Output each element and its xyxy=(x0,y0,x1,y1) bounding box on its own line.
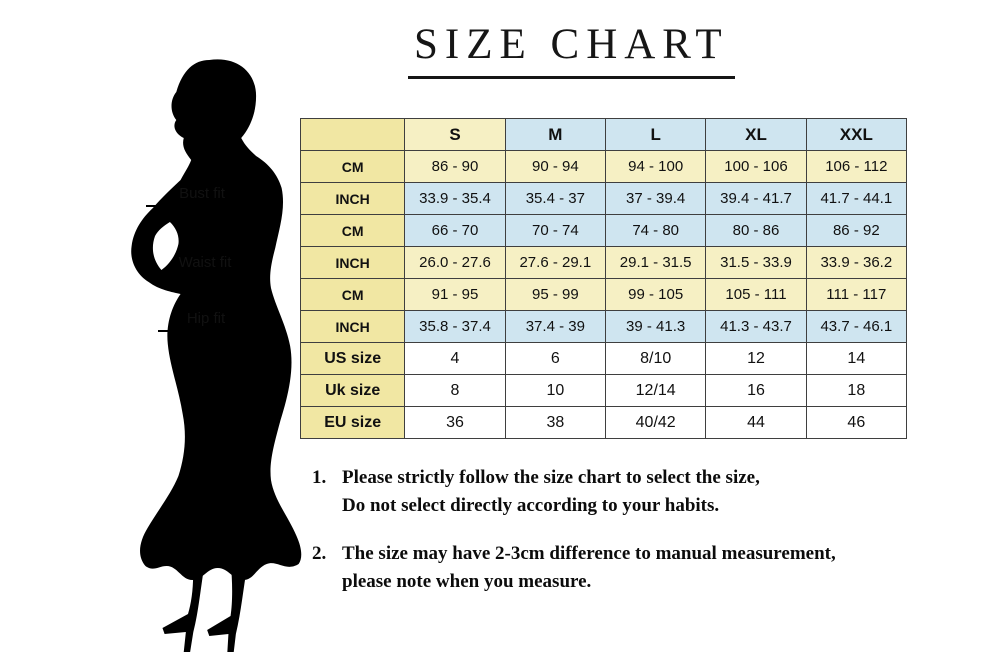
row-label-waist-inch: INCH xyxy=(299,246,406,279)
size-value-cell: 70 - 74 xyxy=(504,214,607,247)
size-value-cell: 16 xyxy=(705,374,807,407)
table-row: Uk size 8 10 12/14 16 18 xyxy=(299,374,908,407)
size-value-cell: 8 xyxy=(404,374,506,407)
table-row: US size 4 6 8/10 12 14 xyxy=(299,342,908,375)
row-label-us-size: US size xyxy=(299,342,406,375)
size-value-cell: 99 - 105 xyxy=(604,278,707,311)
size-value-cell: 37 - 39.4 xyxy=(604,182,707,215)
table-header-row: S M L XL XXL xyxy=(299,118,908,151)
silhouette-back-leg xyxy=(207,562,248,652)
table-row: INCH 33.9 - 35.4 35.4 - 37 37 - 39.4 39.… xyxy=(299,182,908,215)
row-label-bust-cm: CM xyxy=(299,150,406,183)
size-value-cell: 31.5 - 33.9 xyxy=(705,246,807,279)
size-value-cell: 105 - 111 xyxy=(705,278,807,311)
size-value-cell: 86 - 90 xyxy=(404,150,506,183)
waist-fit-label: Waist fit xyxy=(152,252,258,276)
note-2-line-2: please note when you measure. xyxy=(342,571,592,592)
size-value-cell: 33.9 - 36.2 xyxy=(805,246,908,279)
size-value-cell: 106 - 112 xyxy=(805,150,908,183)
note-1-text: Please strictly follow the size chart to… xyxy=(342,464,984,520)
size-value-cell: 27.6 - 29.1 xyxy=(504,246,607,279)
size-value-cell: 12/14 xyxy=(604,374,707,407)
note-1-line-2: Do not select directly according to your… xyxy=(342,495,720,516)
size-value-cell: 35.4 - 37 xyxy=(504,182,607,215)
silhouette-front-leg xyxy=(162,560,206,652)
table-row: EU size 36 38 40/42 44 46 xyxy=(299,406,908,439)
size-value-cell: 29.1 - 31.5 xyxy=(604,246,707,279)
table-row: INCH 26.0 - 27.6 27.6 - 29.1 29.1 - 31.5… xyxy=(299,246,908,279)
column-header-s: S xyxy=(404,118,506,151)
row-label-hip-cm: CM xyxy=(299,278,406,311)
silhouette-body xyxy=(131,59,302,580)
note-2-number: 2. xyxy=(312,543,327,564)
size-notes: 1. Please strictly follow the size chart… xyxy=(312,464,984,616)
row-label-hip-inch: INCH xyxy=(299,310,406,343)
size-value-cell: 66 - 70 xyxy=(404,214,506,247)
size-value-cell: 90 - 94 xyxy=(504,150,607,183)
size-value-cell: 44 xyxy=(705,406,807,439)
size-value-cell: 36 xyxy=(404,406,506,439)
size-value-cell: 74 - 80 xyxy=(604,214,707,247)
size-value-cell: 10 xyxy=(504,374,607,407)
size-value-cell: 39.4 - 41.7 xyxy=(705,182,807,215)
size-value-cell: 12 xyxy=(705,342,807,375)
table-row: CM 91 - 95 95 - 99 99 - 105 105 - 111 11… xyxy=(299,278,908,311)
size-value-cell: 46 xyxy=(805,406,908,439)
size-value-cell: 43.7 - 46.1 xyxy=(805,310,908,343)
size-value-cell: 33.9 - 35.4 xyxy=(404,182,506,215)
size-value-cell: 37.4 - 39 xyxy=(504,310,607,343)
size-value-cell: 6 xyxy=(504,342,607,375)
note-2: 2. The size may have 2-3cm difference to… xyxy=(312,540,984,596)
note-1-number: 1. xyxy=(312,467,327,488)
size-value-cell: 40/42 xyxy=(604,406,707,439)
table-row: CM 66 - 70 70 - 74 74 - 80 80 - 86 86 - … xyxy=(299,214,908,247)
column-header-m: M xyxy=(504,118,607,151)
row-label-uk-size: Uk size xyxy=(299,374,406,407)
size-value-cell: 95 - 99 xyxy=(504,278,607,311)
table-row: INCH 35.8 - 37.4 37.4 - 39 39 - 41.3 41.… xyxy=(299,310,908,343)
bust-fit-label: Bust fit xyxy=(146,183,258,207)
model-silhouette-image xyxy=(131,59,302,652)
size-value-cell: 111 - 117 xyxy=(805,278,908,311)
note-2-line-1: The size may have 2-3cm difference to ma… xyxy=(342,543,836,564)
size-value-cell: 26.0 - 27.6 xyxy=(404,246,506,279)
size-value-cell: 91 - 95 xyxy=(404,278,506,311)
column-header-xxl: XXL xyxy=(805,118,908,151)
note-2-text: The size may have 2-3cm difference to ma… xyxy=(342,540,984,596)
row-label-eu-size: EU size xyxy=(299,406,406,439)
size-value-cell: 86 - 92 xyxy=(805,214,908,247)
size-value-cell: 39 - 41.3 xyxy=(604,310,707,343)
row-label-bust-inch: INCH xyxy=(299,182,406,215)
size-value-cell: 8/10 xyxy=(604,342,707,375)
size-chart-table-container: S M L XL XXL CM 86 - 90 90 - 94 94 - 100… xyxy=(299,118,908,439)
hip-fit-label: Hip fit xyxy=(158,308,254,332)
size-value-cell: 41.7 - 44.1 xyxy=(805,182,908,215)
size-value-cell: 100 - 106 xyxy=(705,150,807,183)
row-label-waist-cm: CM xyxy=(299,214,406,247)
corner-cell xyxy=(299,118,406,151)
size-value-cell: 80 - 86 xyxy=(705,214,807,247)
size-value-cell: 14 xyxy=(805,342,908,375)
note-1-line-1: Please strictly follow the size chart to… xyxy=(342,467,760,488)
column-header-l: L xyxy=(604,118,707,151)
size-value-cell: 38 xyxy=(504,406,607,439)
size-value-cell: 4 xyxy=(404,342,506,375)
page-title: SIZE CHART xyxy=(408,20,735,79)
size-value-cell: 35.8 - 37.4 xyxy=(404,310,506,343)
size-value-cell: 18 xyxy=(805,374,908,407)
size-chart-table: S M L XL XXL CM 86 - 90 90 - 94 94 - 100… xyxy=(299,118,908,439)
table-row: CM 86 - 90 90 - 94 94 - 100 100 - 106 10… xyxy=(299,150,908,183)
column-header-xl: XL xyxy=(705,118,807,151)
size-value-cell: 41.3 - 43.7 xyxy=(705,310,807,343)
size-value-cell: 94 - 100 xyxy=(604,150,707,183)
note-1: 1. Please strictly follow the size chart… xyxy=(312,464,984,520)
